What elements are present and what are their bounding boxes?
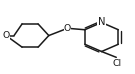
Text: N: N: [98, 17, 105, 27]
Text: O: O: [2, 31, 10, 40]
Text: Cl: Cl: [112, 59, 122, 68]
Text: O: O: [64, 24, 71, 33]
